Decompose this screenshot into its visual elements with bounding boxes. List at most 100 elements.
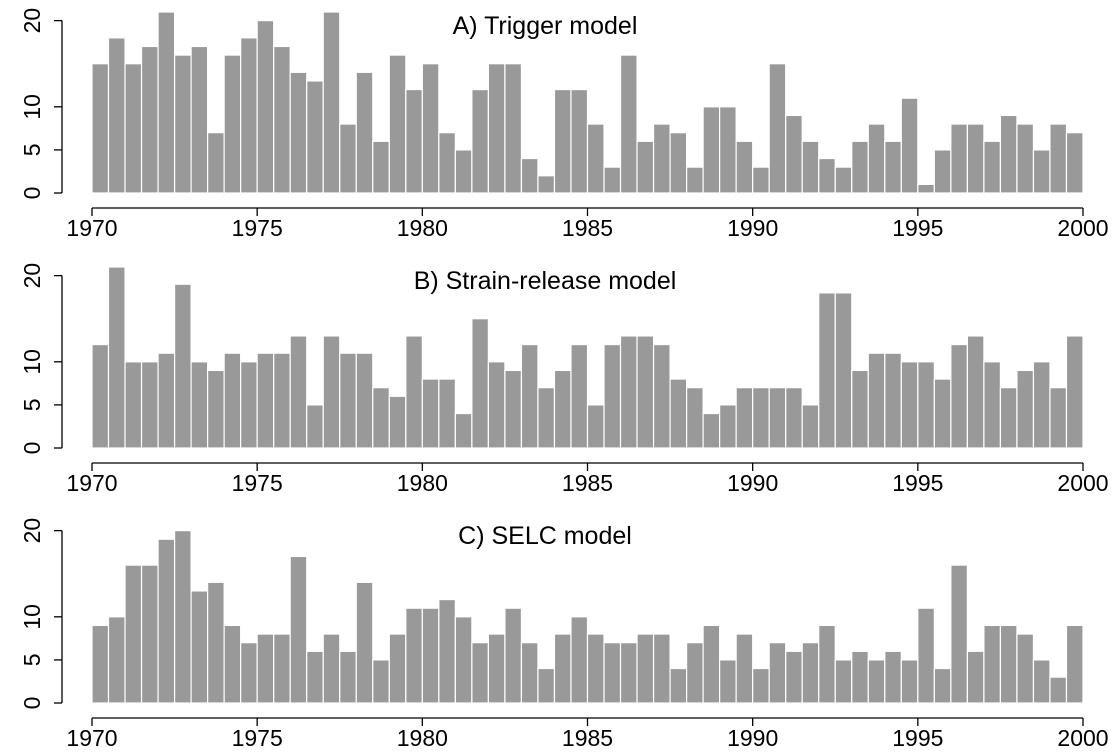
bar [785, 650, 803, 704]
y-tick-label: 5 [19, 144, 45, 157]
bar [487, 361, 506, 449]
bar [207, 132, 225, 194]
bar [124, 564, 143, 704]
bar [867, 123, 886, 194]
bar [504, 607, 523, 704]
bar [966, 335, 985, 449]
bar [190, 590, 209, 704]
bar [999, 387, 1018, 449]
bar [207, 369, 225, 449]
bar [438, 378, 456, 449]
bar [1016, 369, 1035, 449]
x-tick-label: 1980 [397, 215, 448, 241]
bar [785, 387, 803, 449]
bar [867, 352, 886, 449]
bar [339, 650, 357, 704]
panel-title: C) SELC model [458, 522, 632, 550]
x-tick-label: 1990 [727, 215, 778, 241]
bar [471, 88, 489, 194]
bar [289, 71, 308, 194]
x-tick-label: 2000 [1057, 470, 1108, 496]
bar [999, 114, 1018, 194]
x-tick-label: 1990 [727, 725, 778, 751]
bar [91, 343, 110, 449]
bar [735, 387, 754, 449]
bar [884, 140, 902, 194]
bar [834, 166, 853, 194]
bar [339, 352, 357, 449]
bar [1032, 361, 1051, 449]
bar [950, 123, 968, 194]
x-tick-label: 1970 [66, 215, 117, 241]
bar [438, 132, 456, 194]
panel-title: A) Trigger model [453, 12, 638, 40]
x-tick-label: 2000 [1057, 215, 1108, 241]
bar [355, 581, 374, 704]
bar [867, 659, 886, 704]
x-tick-label: 1990 [727, 470, 778, 496]
bar [818, 624, 836, 704]
bar [372, 387, 390, 449]
bar [851, 140, 869, 194]
bar [240, 361, 258, 449]
bar [603, 343, 622, 449]
bar [553, 369, 572, 449]
y-tick-label: 20 [19, 518, 45, 544]
bar [190, 361, 209, 449]
bar [405, 88, 423, 194]
bar [768, 387, 787, 449]
bar [917, 607, 935, 704]
bar [289, 335, 308, 449]
bar [322, 633, 341, 704]
bar [685, 642, 704, 704]
bar [405, 607, 423, 704]
x-tick-label: 1970 [66, 725, 117, 751]
bar [685, 387, 704, 449]
bar [966, 123, 985, 194]
bar [173, 530, 192, 704]
bar [768, 63, 787, 194]
bar [504, 63, 523, 194]
bar [884, 352, 902, 449]
bar [388, 633, 407, 704]
bar [372, 140, 390, 194]
y-tick-label: 0 [19, 187, 45, 200]
bar [306, 404, 324, 449]
bar [719, 106, 737, 194]
bar [405, 335, 423, 449]
bar [454, 149, 473, 194]
bar [1016, 633, 1035, 704]
bar [983, 361, 1002, 449]
bar [421, 378, 440, 449]
bar [983, 624, 1002, 704]
bar [124, 361, 143, 449]
bar [768, 642, 787, 704]
bar [785, 114, 803, 194]
bar [1049, 676, 1068, 704]
x-tick-label: 1980 [397, 725, 448, 751]
bar [421, 63, 440, 194]
x-tick-label: 1980 [397, 470, 448, 496]
x-tick-label: 1970 [66, 470, 117, 496]
bar [256, 633, 275, 704]
bar [1065, 335, 1084, 449]
y-tick-label: 20 [19, 8, 45, 34]
bar [537, 667, 556, 704]
bar [619, 335, 638, 449]
bar [91, 624, 110, 704]
bar [950, 343, 968, 449]
bar [752, 387, 770, 449]
bar [834, 659, 853, 704]
bar [140, 45, 159, 194]
bar [388, 395, 407, 449]
bar [471, 642, 489, 704]
bar [454, 616, 473, 704]
bar [586, 633, 605, 704]
bar [306, 650, 324, 704]
y-tick-label: 5 [19, 654, 45, 667]
bar [240, 642, 258, 704]
bar [322, 11, 341, 194]
bar [966, 650, 985, 704]
bar [619, 642, 638, 704]
x-tick-label: 1995 [892, 470, 943, 496]
